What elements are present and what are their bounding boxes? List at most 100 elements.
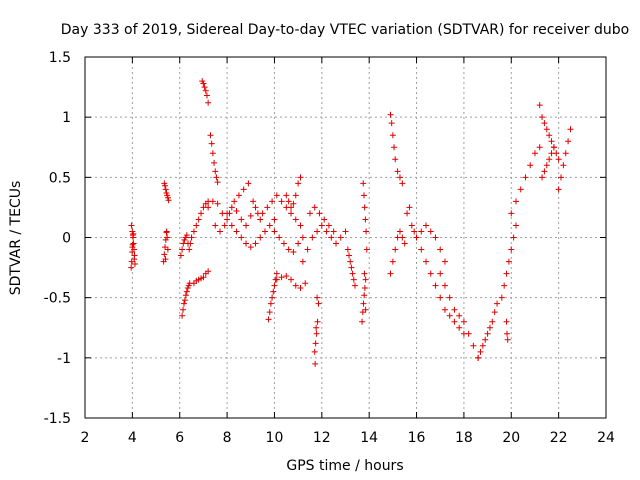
series-arc-18.5-19.5h bbox=[475, 300, 501, 361]
data-point bbox=[128, 264, 135, 271]
data-point bbox=[224, 210, 231, 217]
data-point bbox=[437, 246, 444, 253]
x-tick-label: 2 bbox=[81, 430, 90, 446]
data-point bbox=[396, 228, 403, 235]
data-point bbox=[456, 312, 463, 319]
data-point bbox=[288, 204, 295, 211]
data-point bbox=[539, 114, 546, 121]
data-point bbox=[504, 330, 511, 337]
series-arc-6.6-7.2h bbox=[188, 198, 212, 287]
series-arc-13.8h bbox=[360, 180, 370, 313]
data-point bbox=[231, 198, 238, 205]
data-point bbox=[543, 162, 550, 169]
data-point bbox=[456, 324, 463, 331]
data-point bbox=[285, 198, 292, 205]
data-point bbox=[508, 210, 515, 217]
data-point bbox=[182, 292, 189, 299]
data-point bbox=[404, 210, 411, 217]
data-point bbox=[243, 222, 250, 229]
data-point bbox=[361, 292, 368, 299]
data-point bbox=[283, 273, 290, 280]
data-point bbox=[283, 192, 290, 199]
data-point bbox=[387, 270, 394, 277]
data-point bbox=[548, 150, 555, 157]
data-point bbox=[205, 204, 212, 211]
series-arc-13.7h-low bbox=[359, 276, 369, 325]
data-point bbox=[392, 156, 399, 163]
data-point bbox=[348, 264, 355, 271]
data-point bbox=[391, 144, 398, 151]
data-point bbox=[295, 180, 302, 187]
data-point bbox=[233, 208, 240, 215]
data-point bbox=[350, 276, 357, 283]
data-point bbox=[510, 234, 517, 241]
series-arc-4h bbox=[128, 222, 138, 271]
data-point bbox=[161, 251, 168, 258]
data-point bbox=[190, 228, 197, 235]
data-point bbox=[203, 92, 210, 99]
data-point bbox=[180, 306, 187, 313]
x-tick-label: 20 bbox=[502, 430, 520, 446]
data-point bbox=[401, 240, 408, 247]
data-point bbox=[266, 309, 273, 316]
data-point bbox=[543, 126, 550, 133]
data-point bbox=[271, 228, 278, 235]
y-axis-label: SDTVAR / TECUs bbox=[8, 181, 24, 296]
series-arc-6.2h-mid bbox=[177, 232, 195, 259]
data-point bbox=[198, 210, 205, 217]
x-tick-label: 16 bbox=[408, 430, 426, 446]
series-arc-7h-high bbox=[199, 78, 212, 106]
series-arc-5.4h-lower bbox=[160, 228, 171, 265]
series-arc-20-21h bbox=[508, 144, 543, 217]
series-arc-16-17h bbox=[413, 222, 448, 265]
data-point bbox=[221, 222, 228, 229]
data-point bbox=[387, 111, 394, 118]
data-point bbox=[235, 192, 242, 199]
series-arc-22-22.5h bbox=[555, 126, 574, 193]
data-point bbox=[517, 186, 524, 193]
data-point bbox=[247, 212, 254, 219]
data-point bbox=[546, 132, 553, 139]
data-point bbox=[491, 309, 498, 316]
data-point bbox=[212, 222, 219, 229]
data-point bbox=[541, 120, 548, 127]
series-arc-5.4h-upper bbox=[161, 180, 172, 204]
series-arc-11.2-13h bbox=[299, 222, 349, 265]
data-point bbox=[164, 246, 171, 253]
data-point bbox=[451, 306, 458, 313]
x-tick-label: 12 bbox=[313, 430, 331, 446]
data-point bbox=[346, 252, 353, 259]
data-point bbox=[271, 216, 278, 223]
data-point bbox=[299, 234, 306, 241]
data-point bbox=[501, 282, 508, 289]
data-point bbox=[290, 200, 297, 207]
data-point bbox=[276, 234, 283, 241]
data-point bbox=[314, 228, 321, 235]
data-point bbox=[259, 210, 266, 217]
data-point bbox=[522, 174, 529, 181]
data-point bbox=[313, 330, 320, 337]
x-tick-label: 22 bbox=[550, 430, 568, 446]
data-point bbox=[257, 234, 264, 241]
series-arc-7-9h bbox=[205, 198, 278, 251]
data-point bbox=[349, 270, 356, 277]
series-arc-14.9h-high bbox=[387, 111, 406, 187]
data-point bbox=[269, 198, 276, 205]
data-point bbox=[292, 282, 299, 289]
data-point bbox=[359, 309, 366, 316]
data-point bbox=[163, 228, 170, 235]
data-point bbox=[224, 216, 231, 223]
data-point bbox=[273, 276, 280, 283]
data-point bbox=[323, 228, 330, 235]
data-point bbox=[247, 244, 254, 251]
data-point bbox=[131, 260, 138, 267]
data-point bbox=[359, 318, 366, 325]
data-point bbox=[183, 288, 190, 295]
data-point bbox=[187, 240, 194, 247]
data-point bbox=[181, 297, 188, 304]
data-point bbox=[446, 294, 453, 301]
data-point bbox=[423, 258, 430, 265]
data-point bbox=[362, 216, 369, 223]
data-point bbox=[205, 99, 212, 106]
data-point bbox=[344, 246, 351, 253]
